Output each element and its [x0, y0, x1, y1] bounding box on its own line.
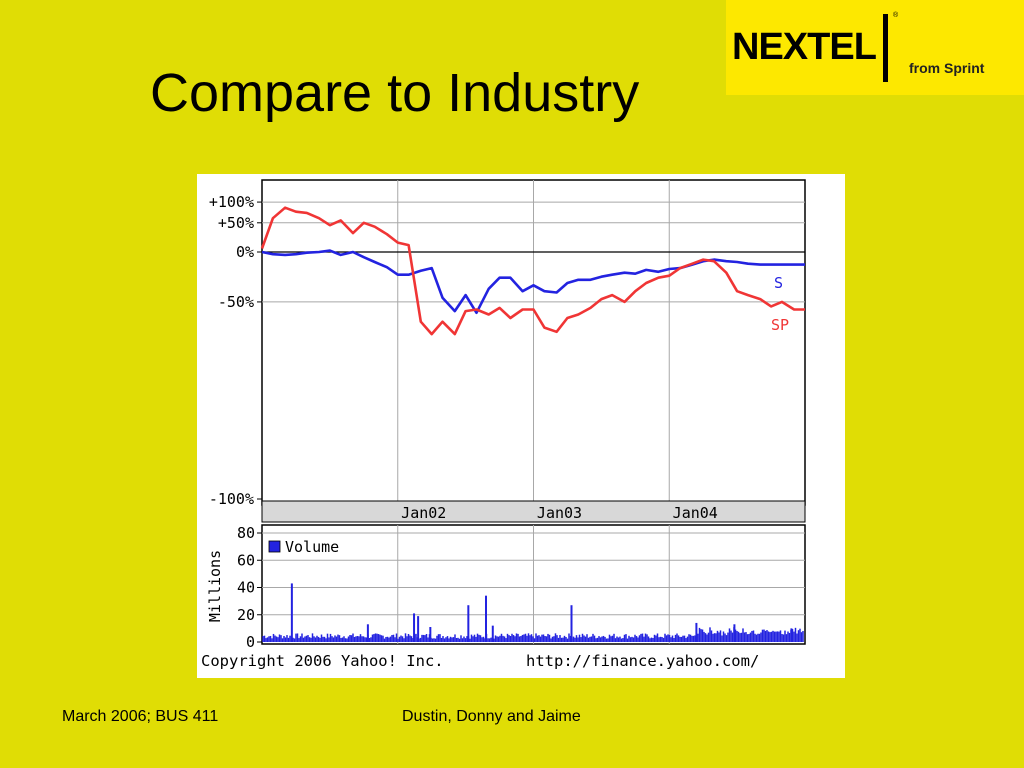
- series-label-s: S: [774, 274, 783, 292]
- chart-canvas: +100% +50% 0% -50% -100% S SP Jan02 Jan03 Jan04…: [201, 179, 806, 670]
- price-y-tick-label: -50%: [218, 293, 254, 311]
- date-tick-label: Jan04: [673, 504, 718, 522]
- volume-y-tick-label: 40: [237, 579, 255, 597]
- logo-brand: NEXTEL: [732, 26, 877, 68]
- logo-trademark: ®: [893, 12, 899, 19]
- footer-authors: Dustin, Donny and Jaime: [402, 708, 581, 725]
- price-y-tick-label: +50%: [218, 214, 254, 232]
- volume-y-axis-label: Millions: [206, 550, 224, 622]
- volume-bars: [262, 583, 804, 642]
- price-y-tick-label: 0%: [236, 243, 254, 261]
- series-line-s: [261, 249, 805, 315]
- footer-date-course: March 2006; BUS 411: [62, 708, 219, 725]
- volume-y-tick-label: 80: [237, 524, 255, 542]
- price-y-tick-label: +100%: [209, 193, 254, 211]
- date-band: [261, 500, 806, 523]
- nextel-logo: NEXTEL ® from Sprint: [726, 0, 1024, 95]
- logo-divider: [883, 14, 888, 82]
- volume-grid: [262, 525, 805, 644]
- volume-y-tick-label: 0: [246, 633, 255, 651]
- price-grid: [262, 180, 805, 501]
- volume-y-ticks: 80 60 40 20 0: [237, 524, 262, 651]
- series-label-sp: SP: [771, 316, 789, 334]
- logo-tagline: from Sprint: [909, 60, 985, 76]
- price-lines: [260, 206, 805, 336]
- volume-legend-label: Volume: [285, 538, 339, 556]
- slide-title: Compare to Industry: [150, 63, 640, 123]
- date-tick-label: Jan03: [537, 504, 582, 522]
- series-labels: S SP: [771, 274, 789, 334]
- volume-y-tick-label: 20: [237, 606, 255, 624]
- chart-source-url[interactable]: http://finance.yahoo.com/: [526, 652, 759, 670]
- price-y-ticks: +100% +50% 0% -50% -100%: [209, 193, 262, 508]
- volume-legend-swatch: [268, 540, 281, 553]
- price-y-tick-label: -100%: [209, 490, 254, 508]
- volume-y-tick-label: 60: [237, 551, 255, 569]
- series-line-sp: [260, 206, 805, 336]
- chart-copyright: Copyright 2006 Yahoo! Inc.: [201, 652, 444, 670]
- stock-comparison-chart: +100% +50% 0% -50% -100% S SP Jan02 Jan03 Jan04…: [197, 174, 845, 678]
- date-labels: Jan02 Jan03 Jan04: [401, 504, 718, 522]
- date-tick-label: Jan02: [401, 504, 446, 522]
